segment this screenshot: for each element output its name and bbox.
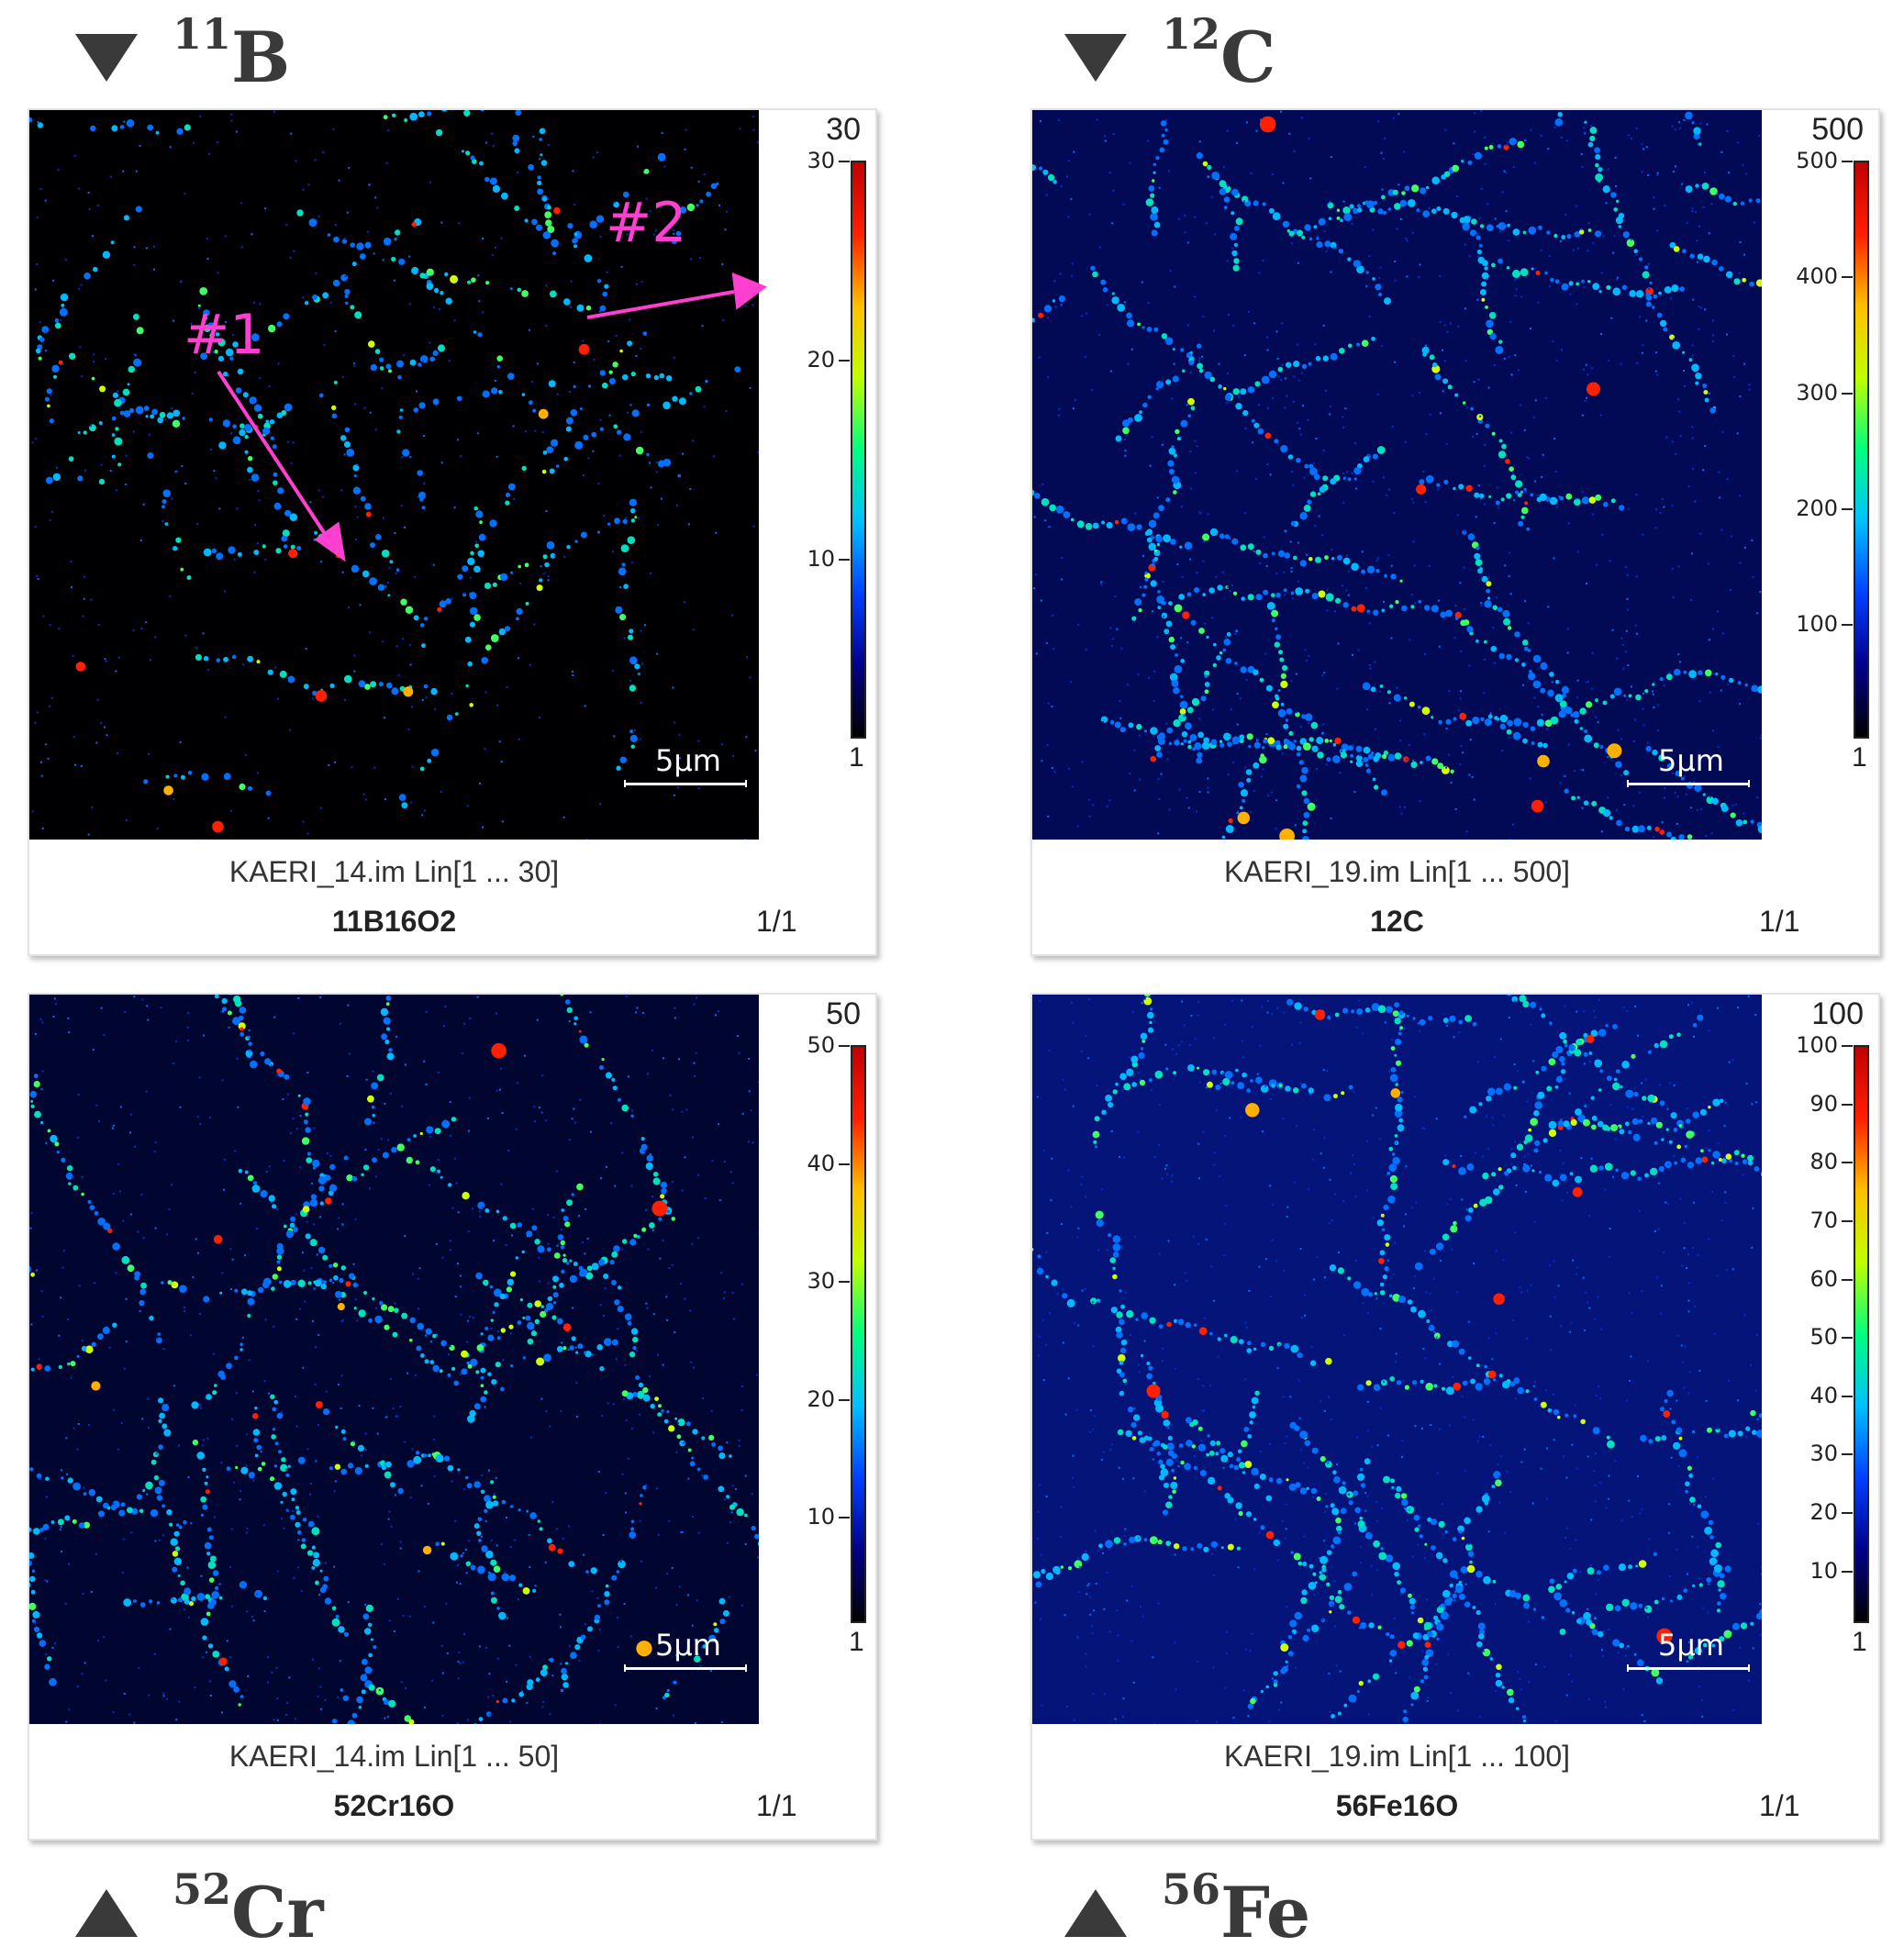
frame-counter: 1/1: [1759, 905, 1800, 938]
element-symbol: C: [1220, 17, 1276, 98]
colorbar-tick: 100: [1774, 611, 1853, 637]
colorbar-max-label: 100: [1811, 996, 1864, 1031]
image-filename: KAERI_14.im Lin[1 ... 30]: [228, 855, 560, 888]
scale-bar-label: 5μm: [655, 743, 721, 778]
scale-bar-label: 5μm: [1658, 1628, 1724, 1663]
colorbar-tick: 50: [771, 1032, 850, 1058]
colorbar-tick: 90: [1774, 1091, 1853, 1117]
triangle-up-icon: [1064, 1888, 1127, 1937]
ion-species-label: 11B16O2: [331, 905, 457, 938]
colorbar-tick: 70: [1774, 1207, 1853, 1233]
isotope-number: 56: [1162, 1863, 1221, 1914]
colorbar-min-label: 1: [849, 742, 864, 773]
colorbar-tick: 300: [1774, 380, 1853, 406]
triangle-up-icon: [75, 1888, 138, 1937]
colorbar: [1854, 161, 1869, 739]
colorbar-tick: 200: [1774, 495, 1853, 521]
arrow-1-head: [314, 521, 346, 562]
element-label-11b: 11 B: [75, 9, 291, 98]
arrow-1-line: [217, 370, 330, 541]
scale-bar: [1627, 780, 1750, 787]
ion-species-label: 12C: [1370, 905, 1424, 938]
annotation-label-2: #2: [606, 191, 687, 255]
colorbar-tick: 30: [1774, 1441, 1853, 1466]
colorbar-max-label: 50: [826, 996, 861, 1031]
triangle-down-icon: [1064, 33, 1127, 82]
panel-iron: 5μm 100 100 90 80 70 60 50 40 30 20 10 1 KAERI_19.im …: [1030, 993, 1880, 1841]
colorbar: [851, 161, 866, 739]
scale-bar: [624, 780, 747, 787]
element-label-12c: 12 C: [1064, 9, 1276, 98]
scale-bar: [624, 1664, 747, 1672]
sims-ion-image: [29, 110, 759, 840]
element-symbol: Cr: [231, 1872, 324, 1953]
panel-chromium: 5μm 50 50 40 30 20 10 1 KAERI_14.im Lin[1 ... 50…: [28, 993, 877, 1841]
element-label-56fe: 56 Fe: [1064, 1864, 1311, 1953]
colorbar-tick: 400: [1774, 263, 1853, 289]
colorbar-tick: 10: [771, 1504, 850, 1530]
colorbar-tick: 20: [1774, 1499, 1853, 1525]
element-symbol: B: [231, 17, 291, 98]
colorbar-tick: 50: [1774, 1324, 1853, 1350]
colorbar: [1854, 1045, 1869, 1623]
isotope-number: 52: [173, 1863, 232, 1914]
colorbar-tick: 20: [771, 347, 850, 373]
image-filename: KAERI_19.im Lin[1 ... 500]: [1223, 855, 1571, 888]
ion-species-label: 52Cr16O: [333, 1789, 455, 1822]
colorbar-max-label: 30: [826, 112, 861, 147]
image-filename: KAERI_14.im Lin[1 ... 50]: [228, 1740, 560, 1773]
isotope-number: 11: [173, 8, 232, 59]
arrow-2-line: [586, 290, 735, 319]
image-filename: KAERI_19.im Lin[1 ... 100]: [1223, 1740, 1571, 1773]
element-symbol: Fe: [1220, 1872, 1311, 1953]
arrow-2-head: [731, 272, 768, 310]
annotation-label-1: #1: [184, 303, 265, 367]
frame-counter: 1/1: [1759, 1789, 1800, 1822]
colorbar-tick: 20: [771, 1386, 850, 1412]
colorbar-tick: 60: [1774, 1266, 1853, 1292]
panel-boron: 5μm 30 30 20 10 1 KAERI_14.im Lin[1 ... 30] 11B…: [28, 108, 877, 956]
colorbar-tick: 10: [1774, 1558, 1853, 1584]
sims-ion-image: [1032, 110, 1762, 840]
element-label-52cr: 52 Cr: [75, 1864, 324, 1953]
colorbar-min-label: 1: [1852, 742, 1867, 773]
colorbar: [851, 1045, 866, 1623]
colorbar-tick: 10: [771, 546, 850, 572]
colorbar-tick: 40: [771, 1151, 850, 1176]
colorbar-tick: 40: [1774, 1383, 1853, 1408]
colorbar-max-label: 500: [1811, 112, 1864, 147]
scale-bar-label: 5μm: [1658, 743, 1724, 778]
colorbar-tick: 30: [771, 148, 850, 173]
triangle-down-icon: [75, 33, 138, 82]
sims-ion-image: [1032, 995, 1762, 1724]
scale-bar-label: 5μm: [655, 1628, 721, 1663]
panel-carbon: 5μm 500 500 400 300 200 100 1 KAERI_19.im Lin[1 …: [1030, 108, 1880, 956]
scale-bar: [1627, 1664, 1750, 1672]
ion-species-label: 56Fe16O: [1335, 1789, 1459, 1822]
colorbar-tick: 80: [1774, 1149, 1853, 1174]
colorbar-tick: 500: [1774, 148, 1853, 173]
colorbar-tick: 30: [771, 1268, 850, 1294]
sims-ion-image: [29, 995, 759, 1724]
frame-counter: 1/1: [756, 905, 797, 938]
colorbar-min-label: 1: [1852, 1627, 1867, 1657]
isotope-number: 12: [1162, 8, 1221, 59]
colorbar-min-label: 1: [849, 1627, 864, 1657]
frame-counter: 1/1: [756, 1789, 797, 1822]
colorbar-tick: 100: [1774, 1032, 1853, 1058]
